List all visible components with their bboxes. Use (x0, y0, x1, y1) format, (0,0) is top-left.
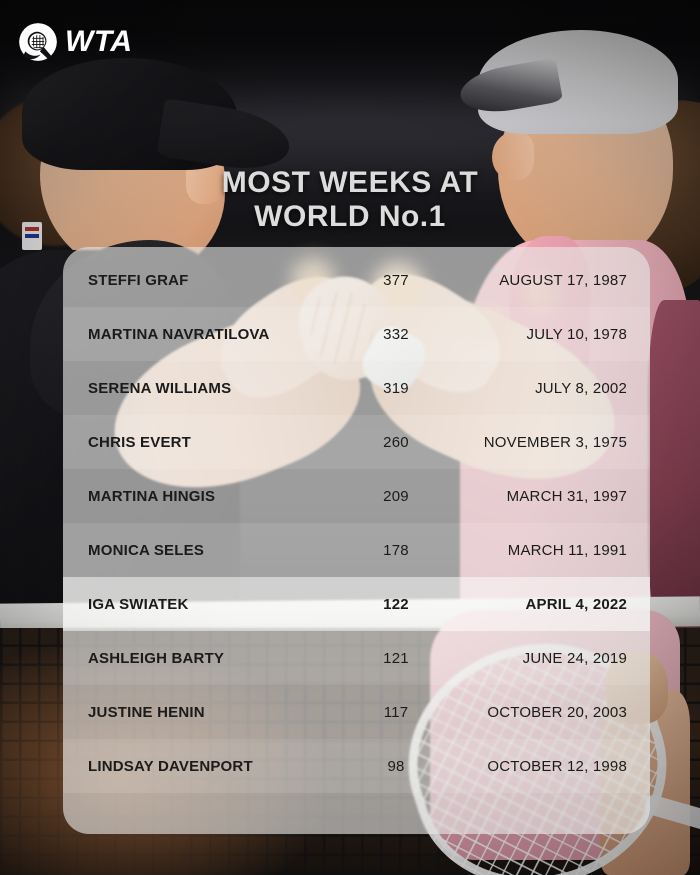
table-row[interactable]: ASHLEIGH BARTY 121 JUNE 24, 2019 (63, 631, 650, 685)
player-name: ASHLEIGH BARTY (88, 649, 225, 667)
date-reached: NOVEMBER 3, 1975 (483, 433, 627, 451)
player-name: CHRIS EVERT (88, 433, 192, 451)
title-line-2: WORLD No.1 (254, 199, 446, 233)
player-name: SERENA WILLIAMS (88, 379, 232, 397)
weeks-count: 377 (383, 271, 409, 289)
wta-logo: WTA (18, 22, 133, 62)
date-reached: MARCH 31, 1997 (506, 487, 627, 505)
date-reached: APRIL 4, 2022 (525, 595, 627, 613)
wta-logo-text: WTA (65, 25, 133, 58)
weeks-count: 178 (383, 541, 409, 559)
date-reached: JULY 8, 2002 (535, 379, 627, 397)
table-row[interactable]: JUSTINE HENIN 117 OCTOBER 20, 2003 (63, 685, 650, 739)
table-row[interactable]: SERENA WILLIAMS 319 JULY 8, 2002 (63, 361, 650, 415)
title-line-1: MOST WEEKS AT (221, 166, 479, 199)
player-name: JUSTINE HENIN (88, 703, 205, 721)
weeks-count: 209 (383, 487, 409, 505)
weeks-count: 260 (383, 433, 409, 451)
player-name: LINDSAY DAVENPORT (88, 757, 253, 775)
date-reached: AUGUST 17, 1987 (499, 271, 627, 289)
table-row[interactable]: MONICA SELES 178 MARCH 11, 1991 (63, 523, 650, 577)
right-player-profile (492, 132, 534, 180)
player-name: STEFFI GRAF (88, 271, 189, 289)
date-reached: JULY 10, 1978 (526, 325, 627, 343)
table-row[interactable]: STEFFI GRAF 377 AUGUST 17, 1987 (63, 253, 650, 307)
rankings-table: STEFFI GRAF 377 AUGUST 17, 1987 MARTINA NAV… (63, 247, 650, 834)
player-name: MONICA SELES (88, 541, 205, 559)
table-row[interactable]: MARTINA NAVRATILOVA 332 JULY 10, 1978 (63, 307, 650, 361)
weeks-count: 117 (383, 703, 409, 721)
date-reached: JUNE 24, 2019 (522, 649, 627, 667)
apparel-logo-icon (22, 222, 42, 250)
page-title: MOST WEEKS AT WORLD No.1 (0, 166, 700, 233)
weeks-count: 332 (383, 325, 409, 343)
player-name: MARTINA HINGIS (88, 487, 216, 505)
date-reached: OCTOBER 12, 1998 (487, 757, 627, 775)
date-reached: MARCH 11, 1991 (507, 541, 627, 559)
weeks-count: 122 (383, 595, 409, 613)
weeks-count: 121 (383, 649, 409, 667)
weeks-count: 319 (383, 379, 409, 397)
table-row[interactable]: LINDSAY DAVENPORT 98 OCTOBER 12, 1998 (63, 739, 650, 793)
right-player-side-panel (648, 300, 700, 630)
weeks-count: 98 (387, 757, 405, 775)
date-reached: OCTOBER 20, 2003 (487, 703, 627, 721)
table-row[interactable]: MARTINA HINGIS 209 MARCH 31, 1997 (63, 469, 650, 523)
player-name: MARTINA NAVRATILOVA (88, 325, 270, 343)
rankings-panel: STEFFI GRAF 377 AUGUST 17, 1987 MARTINA NAV… (63, 247, 650, 834)
wta-racket-emblem-icon (19, 23, 57, 61)
table-row[interactable]: IGA SWIATEK 122 APRIL 4, 2022 (63, 577, 650, 631)
player-name: IGA SWIATEK (88, 595, 189, 613)
table-row[interactable]: CHRIS EVERT 260 NOVEMBER 3, 1975 (63, 415, 650, 469)
